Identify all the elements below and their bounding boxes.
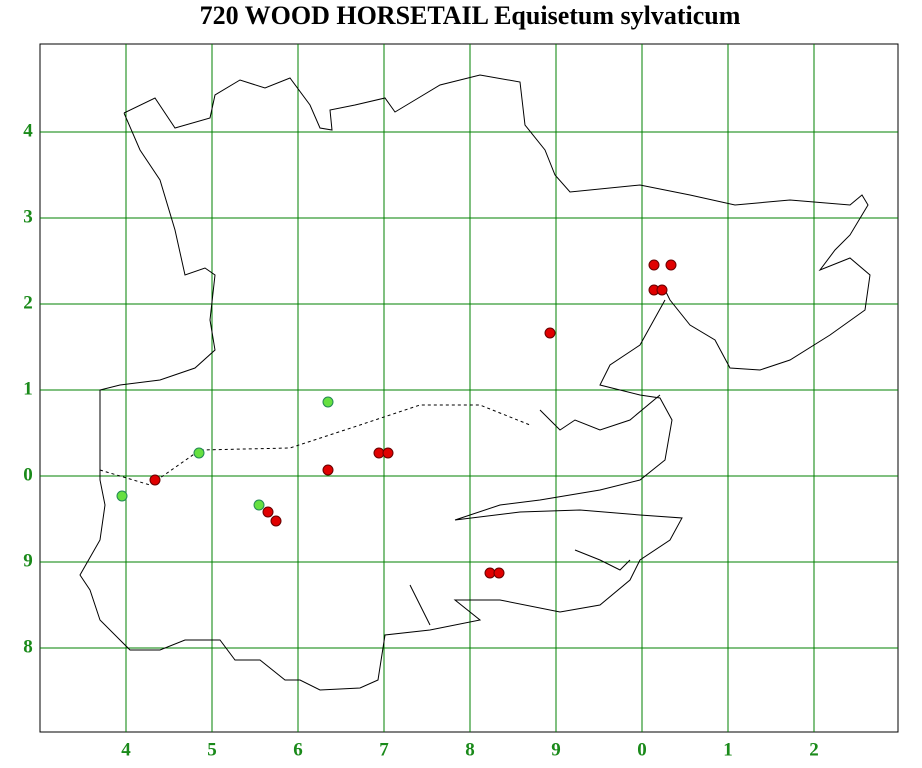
record-dot [270,515,282,527]
record-dot [493,567,505,579]
y-grid-label: 4 [23,120,33,141]
record-dot [656,284,668,296]
record-dot [149,474,161,486]
record-dot [665,259,677,271]
y-grid-label: 9 [23,550,33,571]
county-outline [79,74,871,691]
x-grid-label: 5 [207,739,217,760]
x-grid-label: 0 [637,739,647,760]
old-record-dot [116,490,128,502]
county-boundary [99,404,531,486]
old-record-dot [193,447,205,459]
map-frame [39,43,899,733]
y-grid-label: 8 [23,636,33,657]
record-dot [262,506,274,518]
x-grid-label: 7 [379,739,389,760]
record-dot [544,327,556,339]
record-dot [648,259,660,271]
map-title: 720 WOOD HORSETAIL Equisetum sylvaticum [200,1,741,30]
records [116,259,677,579]
record-dot [382,447,394,459]
x-grid-label: 8 [465,739,475,760]
old-record-dot [253,499,265,511]
grid [40,44,898,732]
y-grid-label: 0 [23,464,33,485]
y-grid-label: 2 [23,292,33,313]
x-grid-label: 4 [121,739,131,760]
x-grid-label: 2 [809,739,819,760]
x-grid-label: 9 [551,739,561,760]
old-record-dot [322,396,334,408]
record-dot [322,464,334,476]
x-grid-label: 6 [293,739,303,760]
y-grid-label: 3 [23,206,33,227]
x-grid-label: 1 [723,739,733,760]
y-grid-label: 1 [23,378,33,399]
